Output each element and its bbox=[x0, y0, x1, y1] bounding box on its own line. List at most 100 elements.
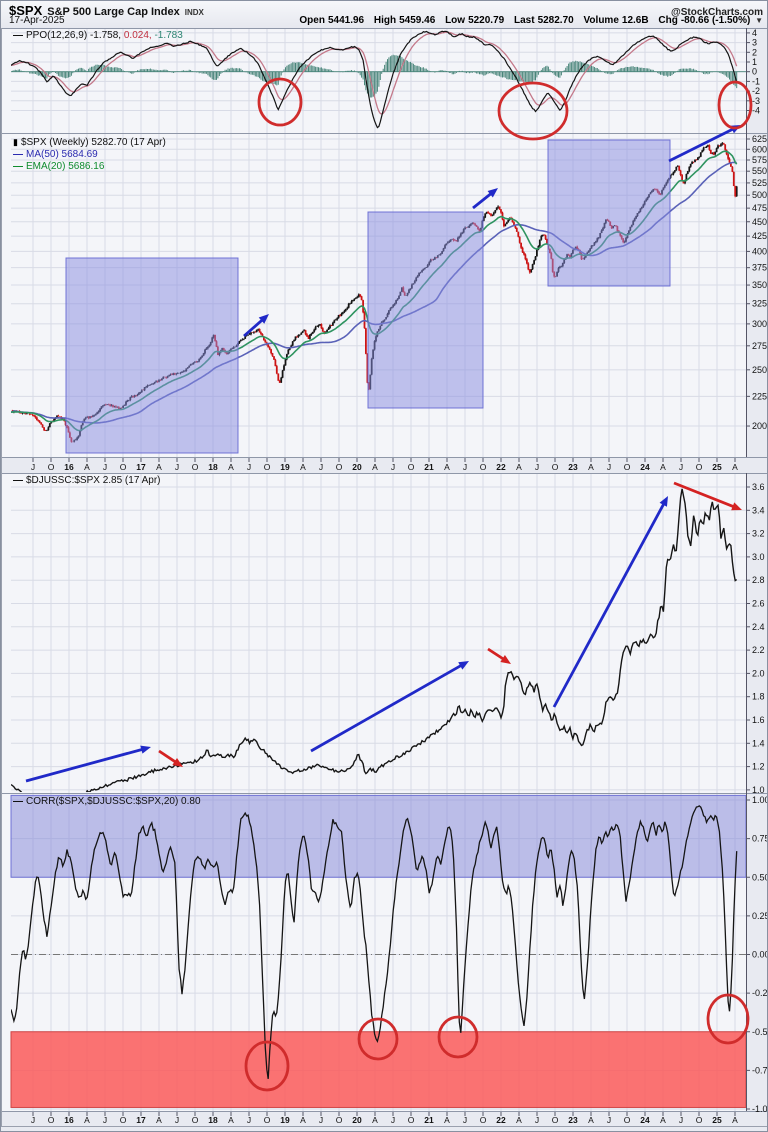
svg-text:O: O bbox=[336, 1115, 343, 1125]
svg-text:A: A bbox=[300, 1115, 306, 1125]
svg-text:A: A bbox=[660, 462, 666, 472]
red-arrow bbox=[487, 647, 506, 661]
svg-text:1.4: 1.4 bbox=[752, 738, 765, 748]
svg-text:A: A bbox=[516, 1115, 522, 1125]
svg-text:3.0: 3.0 bbox=[752, 552, 765, 562]
corr-line-swatch: — bbox=[13, 796, 23, 807]
svg-text:2.6: 2.6 bbox=[752, 599, 765, 609]
svg-text:-3: -3 bbox=[752, 96, 760, 106]
svg-text:O: O bbox=[552, 1115, 559, 1125]
ema20-legend-row: — EMA(20) 5686.16 bbox=[13, 161, 166, 173]
svg-text:J: J bbox=[535, 1115, 539, 1125]
svg-text:17: 17 bbox=[136, 1115, 146, 1125]
blue-arrow bbox=[472, 191, 493, 210]
svg-text:A: A bbox=[732, 1115, 738, 1125]
svg-text:J: J bbox=[31, 462, 35, 472]
svg-text:A: A bbox=[228, 1115, 234, 1125]
svg-text:A: A bbox=[300, 462, 306, 472]
price-legend: ▮ $SPX (Weekly) 5282.70 (17 Apr) — MA(50) … bbox=[13, 136, 166, 173]
chg-value: -80.66 (-1.50%) bbox=[680, 15, 751, 26]
svg-text:O: O bbox=[120, 462, 127, 472]
svg-text:A: A bbox=[156, 462, 162, 472]
open-value: 5441.96 bbox=[327, 15, 365, 26]
svg-text:24: 24 bbox=[640, 462, 650, 472]
svg-text:O: O bbox=[408, 1115, 415, 1125]
svg-text:1.0: 1.0 bbox=[752, 785, 765, 795]
svg-text:21: 21 bbox=[424, 1115, 434, 1125]
svg-text:A: A bbox=[228, 462, 234, 472]
highlight-rect bbox=[367, 211, 484, 409]
svg-text:3250: 3250 bbox=[752, 299, 768, 309]
chevron-down-icon[interactable]: ▼ bbox=[755, 16, 763, 25]
svg-text:-2: -2 bbox=[752, 86, 760, 96]
svg-text:J: J bbox=[103, 462, 107, 472]
blue-arrow bbox=[668, 127, 735, 163]
svg-text:6250: 6250 bbox=[752, 134, 768, 144]
last-value: 5282.70 bbox=[537, 15, 574, 26]
svg-text:4: 4 bbox=[752, 28, 757, 38]
svg-text:O: O bbox=[120, 1115, 127, 1125]
svg-text:2250: 2250 bbox=[752, 391, 768, 401]
price-title: $SPX (Weekly) 5282.70 (17 Apr) bbox=[20, 137, 166, 148]
low-value: 5220.79 bbox=[468, 15, 505, 26]
svg-text:O: O bbox=[696, 1115, 703, 1125]
svg-text:3750: 3750 bbox=[752, 263, 768, 273]
svg-text:O: O bbox=[264, 462, 271, 472]
svg-text:1.6: 1.6 bbox=[752, 715, 765, 725]
svg-text:J: J bbox=[175, 1115, 179, 1125]
highlight-rect bbox=[65, 257, 239, 454]
open-label: Open bbox=[299, 15, 325, 26]
blue-arrow bbox=[310, 663, 463, 753]
svg-text:J: J bbox=[175, 462, 179, 472]
svg-text:J: J bbox=[31, 1115, 35, 1125]
svg-text:J: J bbox=[391, 1115, 395, 1125]
svg-text:J: J bbox=[319, 1115, 323, 1125]
svg-text:A: A bbox=[444, 1115, 450, 1125]
svg-text:O: O bbox=[624, 462, 631, 472]
svg-text:J: J bbox=[103, 1115, 107, 1125]
svg-text:2.8: 2.8 bbox=[752, 575, 765, 585]
svg-text:3500: 3500 bbox=[752, 280, 768, 290]
blue-arrow bbox=[552, 502, 666, 708]
svg-text:21: 21 bbox=[424, 462, 434, 472]
svg-text:18: 18 bbox=[208, 462, 218, 472]
svg-text:O: O bbox=[696, 462, 703, 472]
svg-text:0.75: 0.75 bbox=[752, 834, 768, 844]
svg-text:-1.00: -1.00 bbox=[752, 1104, 768, 1114]
svg-text:-0.50: -0.50 bbox=[752, 1027, 768, 1037]
svg-text:5750: 5750 bbox=[752, 155, 768, 165]
svg-text:-1: -1 bbox=[752, 76, 760, 86]
ppo-line-swatch: — bbox=[13, 30, 23, 41]
svg-text:16: 16 bbox=[64, 1115, 74, 1125]
x-axis-row: J O 16 A J O 17 A J O 18 A J O 19 A J O 20 A J O 21 A J O 22 A J O 23 A… bbox=[31, 1112, 738, 1125]
svg-text:-0.75: -0.75 bbox=[752, 1065, 768, 1075]
annotations-overlay bbox=[25, 77, 753, 1092]
red-circle-annotation bbox=[244, 1040, 290, 1092]
svg-text:18: 18 bbox=[208, 1115, 218, 1125]
blue-arrow bbox=[25, 747, 144, 783]
svg-text:J: J bbox=[463, 1115, 467, 1125]
svg-text:2.0: 2.0 bbox=[752, 668, 765, 678]
svg-text:A: A bbox=[372, 1115, 378, 1125]
svg-text:6000: 6000 bbox=[752, 144, 768, 154]
svg-text:J: J bbox=[679, 1115, 683, 1125]
red-circle-annotation bbox=[706, 993, 750, 1045]
svg-text:3000: 3000 bbox=[752, 319, 768, 329]
svg-text:O: O bbox=[192, 1115, 199, 1125]
svg-text:O: O bbox=[552, 462, 559, 472]
ratio-title: $DJUSSC:$SPX 2.85 (17 Apr) bbox=[26, 475, 161, 486]
svg-text:O: O bbox=[192, 462, 199, 472]
volume-value: 12.6B bbox=[621, 15, 649, 26]
red-circle-annotation bbox=[257, 77, 303, 127]
svg-text:0: 0 bbox=[752, 67, 757, 77]
corr-legend: — CORR($SPX,$DJUSSC:$SPX,20) 0.80 bbox=[13, 796, 201, 808]
svg-text:20: 20 bbox=[352, 1115, 362, 1125]
ema20-label: EMA(20) 5686.16 bbox=[26, 161, 105, 172]
red-circle-annotation bbox=[497, 81, 569, 141]
svg-text:J: J bbox=[607, 462, 611, 472]
svg-text:1.8: 1.8 bbox=[752, 692, 765, 702]
